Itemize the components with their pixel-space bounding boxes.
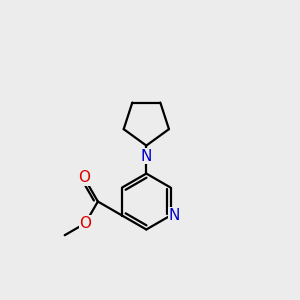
Text: N: N — [141, 148, 152, 164]
Text: N: N — [169, 208, 180, 223]
Text: O: O — [79, 216, 91, 231]
Text: O: O — [79, 170, 91, 185]
